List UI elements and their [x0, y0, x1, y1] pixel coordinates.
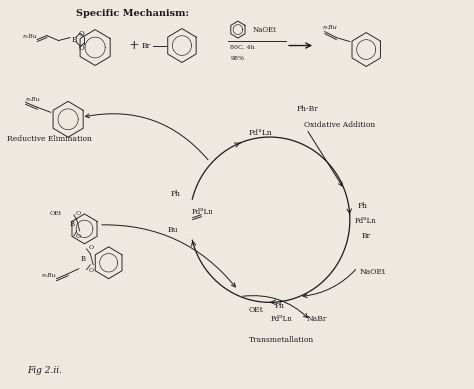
- Text: NaOEt: NaOEt: [359, 268, 385, 275]
- Text: O: O: [89, 245, 94, 250]
- Text: PdᴵᴵLn: PdᴵᴵLn: [271, 315, 292, 323]
- Text: +: +: [128, 39, 139, 52]
- Text: Pd°Ln: Pd°Ln: [248, 129, 273, 137]
- Text: Fig 2.ii.: Fig 2.ii.: [27, 366, 63, 375]
- Text: PdᴵᴵLn: PdᴵᴵLn: [355, 217, 376, 225]
- Text: B: B: [81, 255, 86, 263]
- Text: Oxidative Addition: Oxidative Addition: [303, 121, 375, 129]
- Text: O: O: [79, 30, 84, 38]
- Text: OEt: OEt: [49, 212, 61, 216]
- Text: O: O: [79, 44, 84, 51]
- Text: O: O: [75, 212, 80, 216]
- Text: Ph-Br: Ph-Br: [297, 105, 319, 113]
- Text: OEt: OEt: [248, 306, 264, 314]
- Text: PdᴵᴵLn: PdᴵᴵLn: [191, 208, 213, 216]
- Text: 80C, 4h: 80C, 4h: [230, 45, 255, 50]
- Text: Ph: Ph: [357, 202, 367, 210]
- Text: O: O: [75, 234, 80, 239]
- Text: O: O: [89, 268, 94, 273]
- Text: n-Bu: n-Bu: [26, 97, 40, 102]
- Text: Bu: Bu: [168, 226, 178, 234]
- Text: n-Bu: n-Bu: [22, 34, 37, 39]
- Text: 98%: 98%: [230, 56, 244, 61]
- Text: n-Bu: n-Bu: [42, 273, 56, 278]
- Text: Reductive Elimination: Reductive Elimination: [7, 135, 92, 143]
- Text: B: B: [70, 220, 74, 228]
- Text: NaOEt: NaOEt: [252, 26, 276, 33]
- Text: Ph: Ph: [170, 190, 180, 198]
- Text: Br: Br: [142, 42, 151, 49]
- Text: NaBr: NaBr: [307, 315, 327, 323]
- Text: Br: Br: [361, 231, 371, 240]
- Text: n-Bu: n-Bu: [323, 25, 337, 30]
- Text: B: B: [71, 35, 77, 44]
- Text: Ph: Ph: [274, 302, 284, 310]
- Text: Specific Mechanism:: Specific Mechanism:: [76, 9, 189, 18]
- Text: Transmetallation: Transmetallation: [249, 336, 314, 344]
